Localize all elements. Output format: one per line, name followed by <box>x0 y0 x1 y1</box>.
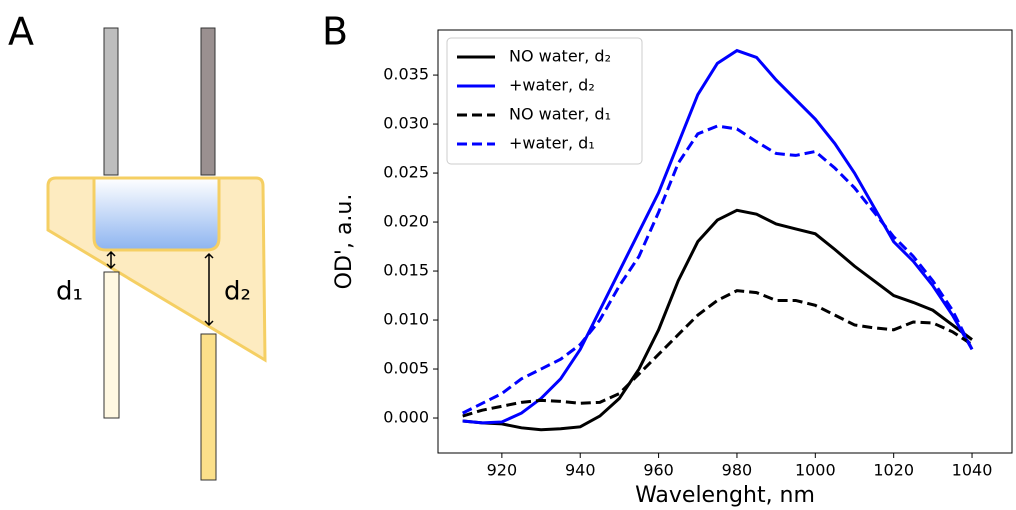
rod <box>103 27 119 176</box>
panel-label: A <box>8 10 34 54</box>
water-cell <box>92 176 221 252</box>
rod <box>200 27 216 176</box>
y-tick-label: 0.000 <box>383 408 429 427</box>
series-line <box>462 124 974 415</box>
x-tick-label: 920 <box>487 461 518 480</box>
x-tick-label: 1020 <box>873 461 914 480</box>
y-axis-label: OD', a.u. <box>332 194 357 290</box>
legend-label: NO water, d₁ <box>509 105 611 124</box>
series-line <box>462 208 973 432</box>
y-tick-label: 0.020 <box>383 212 429 231</box>
x-tick-label: 980 <box>722 461 753 480</box>
y-tick-label: 0.015 <box>383 261 429 280</box>
series-line <box>462 48 974 425</box>
y-tick-label: 0.025 <box>383 163 429 182</box>
chart: 0.000 0.005 0.010 0.015 0.020 0.025 0.030 0.035… <box>332 29 1013 508</box>
x-tick-label: 940 <box>565 461 596 480</box>
legend-label: NO water, d₂ <box>509 47 611 66</box>
x-tick-label: 1000 <box>795 461 836 480</box>
x-axis-label: Wavelenght, nm <box>635 483 815 508</box>
plot-frame <box>437 29 1013 454</box>
gap-label: d₂ <box>224 277 251 307</box>
legend-box <box>446 37 643 165</box>
gap-arrows <box>106 250 214 327</box>
y-tick-label: 0.010 <box>383 310 429 329</box>
y-tick-label: 0.035 <box>383 65 429 84</box>
panel-label: B <box>322 10 348 54</box>
diagram: A d₁ d₂ <box>8 10 267 481</box>
x-tick-label: 960 <box>643 461 674 480</box>
rod <box>103 271 120 419</box>
y-tick-label: 0.005 <box>383 359 429 378</box>
legend-label: +water, d₁ <box>509 134 595 153</box>
y-tick-label: 0.030 <box>383 114 429 133</box>
rod <box>200 333 217 481</box>
legend-label: +water, d₂ <box>509 76 595 95</box>
x-tick-label: 1040 <box>952 461 993 480</box>
gap-label: d₁ <box>56 277 83 307</box>
series-line <box>462 289 973 418</box>
